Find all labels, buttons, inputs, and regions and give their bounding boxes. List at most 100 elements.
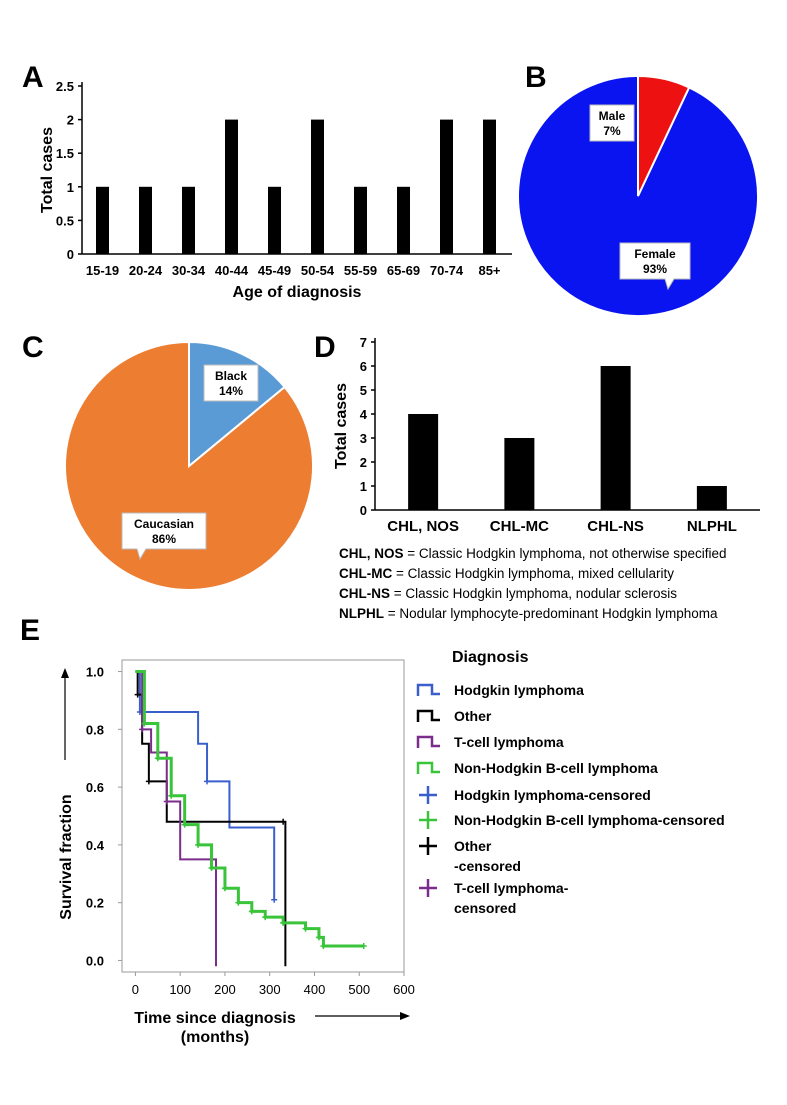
legend-censor-marker	[419, 837, 437, 855]
x-tick-label: 15-19	[86, 263, 119, 278]
bar	[483, 119, 496, 254]
bar	[397, 186, 410, 254]
pie-slice	[637, 74, 691, 197]
censor-mark	[302, 925, 309, 932]
y-tick-label: 0.0	[86, 953, 104, 968]
slice-label: Black	[215, 369, 247, 383]
bar	[408, 414, 439, 510]
legend-step-marker	[416, 683, 440, 696]
legend-step-marker	[416, 709, 440, 722]
y-tick-label: 3	[360, 431, 367, 446]
slice-label: Female	[634, 247, 676, 261]
bar	[600, 366, 631, 510]
abbreviation-definition: = Classic Hodgkin lymphoma, mixed cellul…	[392, 566, 674, 581]
x-axis-label-units: (months)	[181, 1029, 249, 1046]
censor-mark	[248, 908, 255, 915]
x-tick-label: 400	[304, 982, 326, 997]
x-tick-label: 20-24	[129, 263, 163, 278]
censor-mark	[262, 914, 269, 921]
abbreviation-chl-mc: CHL-MC = Classic Hodgkin lymphoma, mixed…	[339, 565, 674, 583]
censor-mark	[134, 691, 141, 698]
y-tick-label: 0.4	[86, 838, 105, 853]
data-label-callout	[121, 512, 207, 561]
slice-label: Caucasian	[134, 517, 194, 531]
bar	[182, 186, 195, 254]
legend-censor-marker	[419, 879, 437, 897]
panel-letter-e: E	[20, 614, 40, 647]
bar	[696, 486, 727, 510]
y-axis-label: Survival fraction	[58, 794, 75, 919]
censor-mark	[221, 885, 228, 892]
x-axis-label: Time since diagnosis	[134, 1010, 296, 1027]
legend-label: Non-Hodgkin B-cell lymphoma-censored	[454, 812, 725, 828]
y-tick-label: 0	[360, 503, 367, 518]
x-tick-label: 65-69	[387, 263, 420, 278]
legend-label: Other	[454, 838, 492, 854]
censor-mark	[139, 726, 146, 733]
y-tick-label: 0.8	[86, 722, 104, 737]
abbreviation-definition: = Classic Hodgkin lymphoma, nodular scle…	[390, 586, 677, 601]
y-axis-arrowhead	[61, 668, 69, 678]
x-tick-label: 70-74	[430, 263, 464, 278]
legend-label: Non-Hodgkin B-cell lymphoma	[454, 760, 658, 776]
censor-mark	[168, 792, 175, 799]
survival-curve	[135, 670, 276, 900]
abbreviation-definition: = Classic Hodgkin lymphoma, not otherwis…	[403, 546, 727, 561]
legend-label: Hodgkin lymphoma	[454, 682, 584, 698]
slice-value-label: 14%	[219, 384, 243, 398]
abbreviation-definition: = Nodular lymphocyte-predominant Hodgkin…	[384, 606, 718, 621]
y-axis-label: Total cases	[39, 127, 56, 213]
slice-value-label: 7%	[603, 124, 621, 138]
x-tick-label: 45-49	[258, 263, 291, 278]
bar	[96, 186, 109, 254]
abbreviation-term: CHL, NOS	[339, 546, 404, 561]
y-tick-label: 2	[360, 455, 367, 470]
panel-letter-b: B	[525, 61, 547, 94]
x-tick-label: 500	[348, 982, 370, 997]
censor-mark	[204, 778, 211, 785]
chart-a: 0 0.5 1 1.5 2 2.5 15-19 20-24 30-34 40-44 45-49 50-…	[39, 79, 512, 301]
censor-mark	[280, 919, 287, 926]
survival-curve	[135, 670, 287, 967]
slice-value-label: 86%	[152, 532, 176, 546]
slice-value-label: 93%	[643, 262, 667, 276]
censor-mark	[181, 821, 188, 828]
y-tick-label: 6	[360, 359, 367, 374]
y-tick-label: 1.5	[56, 146, 74, 161]
y-tick-label: 2	[67, 113, 74, 128]
plot-frame	[121, 659, 405, 973]
bar	[440, 119, 453, 254]
panel-letter-c: C	[22, 331, 44, 364]
censor-mark	[271, 896, 278, 903]
y-tick-label: 0.2	[86, 896, 104, 911]
x-tick-label: 85+	[478, 263, 500, 278]
chart-d: 0 1 2 3 4 5 6 7 CHL, NOS CHL-MC CHL-NS NLPHL Total c…	[333, 335, 760, 535]
survival-curve	[135, 670, 217, 967]
legend-label: T-cell lymphoma	[454, 734, 564, 750]
x-tick-label: 40-44	[215, 263, 249, 278]
legend-label: Hodgkin lymphoma-censored	[454, 787, 651, 803]
data-label-callout	[203, 364, 259, 402]
censor-mark	[315, 934, 322, 941]
abbreviation-term: NLPHL	[339, 606, 384, 621]
x-tick-label: CHL-NS	[587, 518, 644, 535]
x-tick-label: 30-34	[172, 263, 206, 278]
x-tick-label: 300	[259, 982, 281, 997]
y-tick-label: 1	[67, 180, 74, 195]
censor-mark	[195, 841, 202, 848]
bar	[354, 186, 367, 254]
x-axis-label: Age of diagnosis	[233, 284, 362, 301]
abbreviation-chl-nos: CHL, NOS = Classic Hodgkin lymphoma, not…	[339, 545, 727, 563]
bar	[311, 119, 324, 254]
y-tick-label: 5	[360, 383, 367, 398]
x-tick-label: 0	[132, 982, 139, 997]
x-tick-label: 600	[393, 982, 415, 997]
x-tick-label: CHL-MC	[490, 518, 549, 535]
slice-label: Male	[599, 109, 626, 123]
abbreviation-term: CHL-MC	[339, 566, 393, 581]
y-tick-label: 0	[67, 247, 74, 262]
legend-label-line2: censored	[454, 900, 516, 916]
